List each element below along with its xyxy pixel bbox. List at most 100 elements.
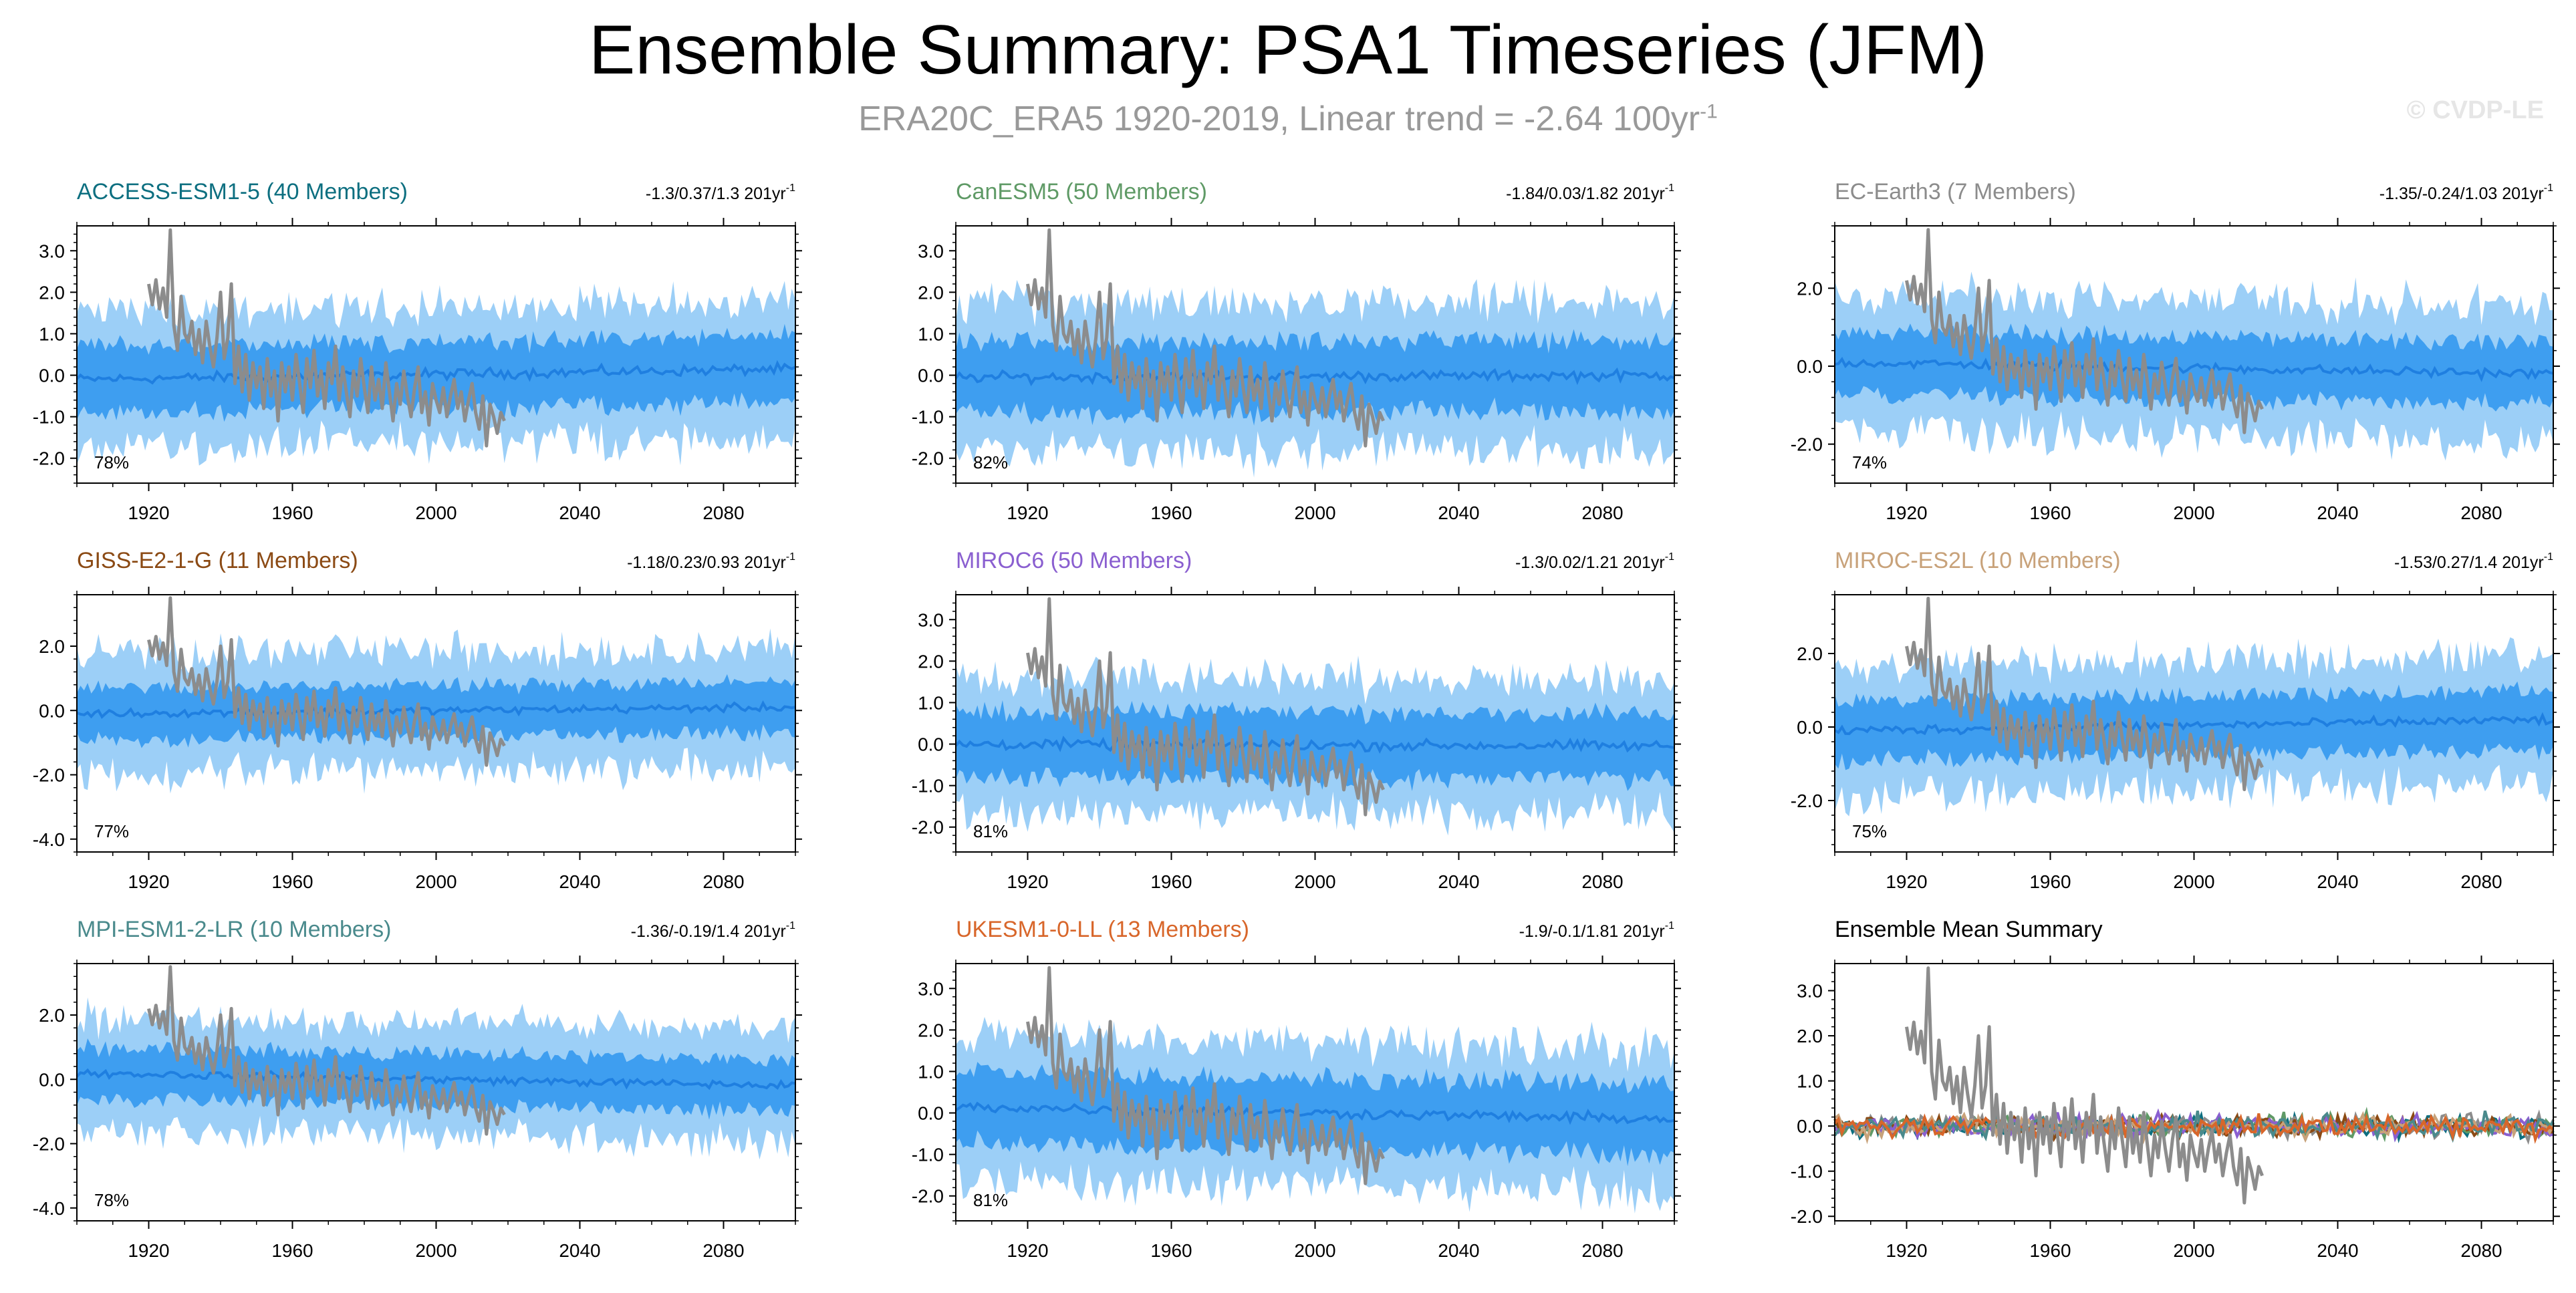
x-tick-label: 2000 [2173,871,2214,892]
x-tick-label: 1960 [271,502,313,523]
panel-trend-label: -1.9/-0.1/1.81 201yr-1 [1519,920,1675,941]
x-tick-label: 2080 [2460,502,2502,523]
y-tick-label: 3.0 [918,978,944,999]
y-tick-label: 0.0 [1797,1116,1823,1137]
figure-title: Ensemble Summary: PSA1 Timeseries (JFM) [588,11,1988,89]
y-tick-label: 2.0 [39,282,65,303]
panel-trend-exponent: -1 [786,182,795,194]
x-tick-label: 2080 [1581,1240,1623,1261]
panel-8: UKESM1-0-LL (13 Members) -1.9/-0.1/1.81 2… [912,917,1681,1261]
y-tick-label: 2.0 [918,651,944,672]
x-tick-label: 1960 [271,1240,313,1261]
observations-line [147,596,506,767]
y-tick-label: 0.0 [39,1069,65,1090]
y-tick-label: -2.0 [912,1186,944,1207]
x-tick-label: 2040 [1438,1240,1479,1261]
spread-10-90-band [77,1038,795,1120]
x-tick-label: 1920 [128,871,169,892]
panel-model-name: Ensemble Mean Summary [1835,917,2103,942]
y-tick-label: 2.0 [1797,643,1823,664]
ensemble-mean-line [76,360,796,385]
panel-trend-label: -1.3/0.02/1.21 201yr-1 [1515,551,1674,572]
panel-trend-label: -1.35/-0.24/1.03 201yr-1 [2379,182,2553,203]
panel-model-name: CanESM5 (50 Members) [956,179,1207,204]
y-tick-label: -2.0 [33,765,65,786]
observations-line [1026,597,1385,817]
panel-9: Ensemble Mean Summary 3.0 2.0 1.0 0.0 -1.0 -2.… [1791,917,2560,1261]
y-tick-label: 2.0 [918,282,944,303]
ensemble-mean-series [1833,1112,2555,1145]
y-tick-label: -4.0 [33,829,65,850]
subtitle-exponent: -1 [1700,100,1718,123]
x-tick-label: 2040 [1438,502,1479,523]
rank-percent-label: 74% [1852,452,1887,472]
credit-watermark: © CVDP-LE [2406,96,2544,124]
panel-model-name: MIROC6 (50 Members) [956,548,1192,573]
panel-trend-exponent: -1 [2544,182,2553,194]
x-tick-label: 2040 [559,1240,600,1261]
panel-trend-exponent: -1 [1665,182,1674,194]
panel-4: GISS-E2-1-G (11 Members) -1.18/0.23/0.93 … [33,548,802,892]
observations-line [1026,966,1385,1185]
spread-10-90-band [1835,323,2553,412]
panel-trend-exponent: -1 [786,920,795,931]
panel-frame [1834,963,2554,1222]
y-tick-label: 0.0 [1797,356,1823,377]
y-tick-label: -1.0 [912,1145,944,1165]
ensemble-mean-line [954,367,1675,387]
observations-line [147,228,506,448]
observations-line [147,965,506,1136]
x-tick-label: 1920 [1007,1240,1048,1261]
rank-percent-label: 82% [973,452,1008,472]
y-tick-label: 3.0 [918,609,944,630]
x-tick-label: 1960 [1150,1240,1192,1261]
rank-percent-label: 81% [973,821,1008,841]
x-tick-label: 2000 [2173,1240,2214,1261]
panel-trend-label: -1.53/0.27/1.4 201yr-1 [2394,551,2553,572]
panel-model-name: ACCESS-ESM1-5 (40 Members) [77,179,408,204]
x-tick-label: 1960 [2029,502,2071,523]
x-tick-label: 2000 [415,871,457,892]
x-tick-label: 2080 [2460,1240,2502,1261]
x-tick-label: 2000 [1294,1240,1335,1261]
y-tick-label: 1.0 [39,323,65,344]
x-tick-label: 1920 [128,502,169,523]
spread-10-90-band [956,1062,1674,1167]
observations-line [1026,228,1385,448]
panel-trend-label: -1.84/0.03/1.82 201yr-1 [1506,182,1674,203]
y-tick-label: 0.0 [918,366,944,386]
y-tick-label: 1.0 [1797,1071,1823,1092]
panel-trend-exponent: -1 [2544,551,2553,563]
x-tick-label: 1960 [1150,871,1192,892]
rank-percent-label: 78% [94,1190,129,1210]
y-tick-label: 2.0 [918,1020,944,1040]
x-tick-label: 2080 [702,1240,744,1261]
x-tick-label: 2080 [1581,871,1623,892]
x-tick-label: 2040 [559,871,600,892]
x-tick-label: 2080 [702,871,744,892]
y-tick-label: 0.0 [918,734,944,755]
observations-line [1905,228,2264,434]
spread-10-90-band [77,323,795,422]
panel-7: MPI-ESM1-2-LR (10 Members) -1.36/-0.19/1.… [33,917,802,1261]
y-tick-label: 3.0 [1797,981,1823,1002]
y-tick-label: -2.0 [1791,434,1823,455]
x-tick-label: 1920 [1007,502,1048,523]
x-tick-label: 2040 [2317,871,2358,892]
y-tick-label: -2.0 [1791,1206,1823,1227]
panel-model-name: MPI-ESM1-2-LR (10 Members) [77,917,391,942]
panel-trend-label: -1.36/-0.19/1.4 201yr-1 [631,920,795,941]
x-tick-label: 1960 [1150,502,1192,523]
x-tick-label: 1960 [271,871,313,892]
ensemble-mean-line [1834,356,2554,382]
x-tick-label: 2000 [2173,502,2214,523]
panel-trend-exponent: -1 [786,551,795,563]
y-tick-label: 1.0 [918,692,944,713]
panel-3: EC-Earth3 (7 Members) -1.35/-0.24/1.03 20… [1791,179,2560,523]
subtitle-text: ERA20C_ERA5 1920-2019, Linear trend = -2… [858,100,1700,138]
x-tick-label: 2080 [702,502,744,523]
y-tick-label: 0.0 [39,366,65,386]
panel-model-name: GISS-E2-1-G (11 Members) [77,548,358,573]
panel-5: MIROC6 (50 Members) -1.3/0.02/1.21 201yr-… [912,548,1681,892]
